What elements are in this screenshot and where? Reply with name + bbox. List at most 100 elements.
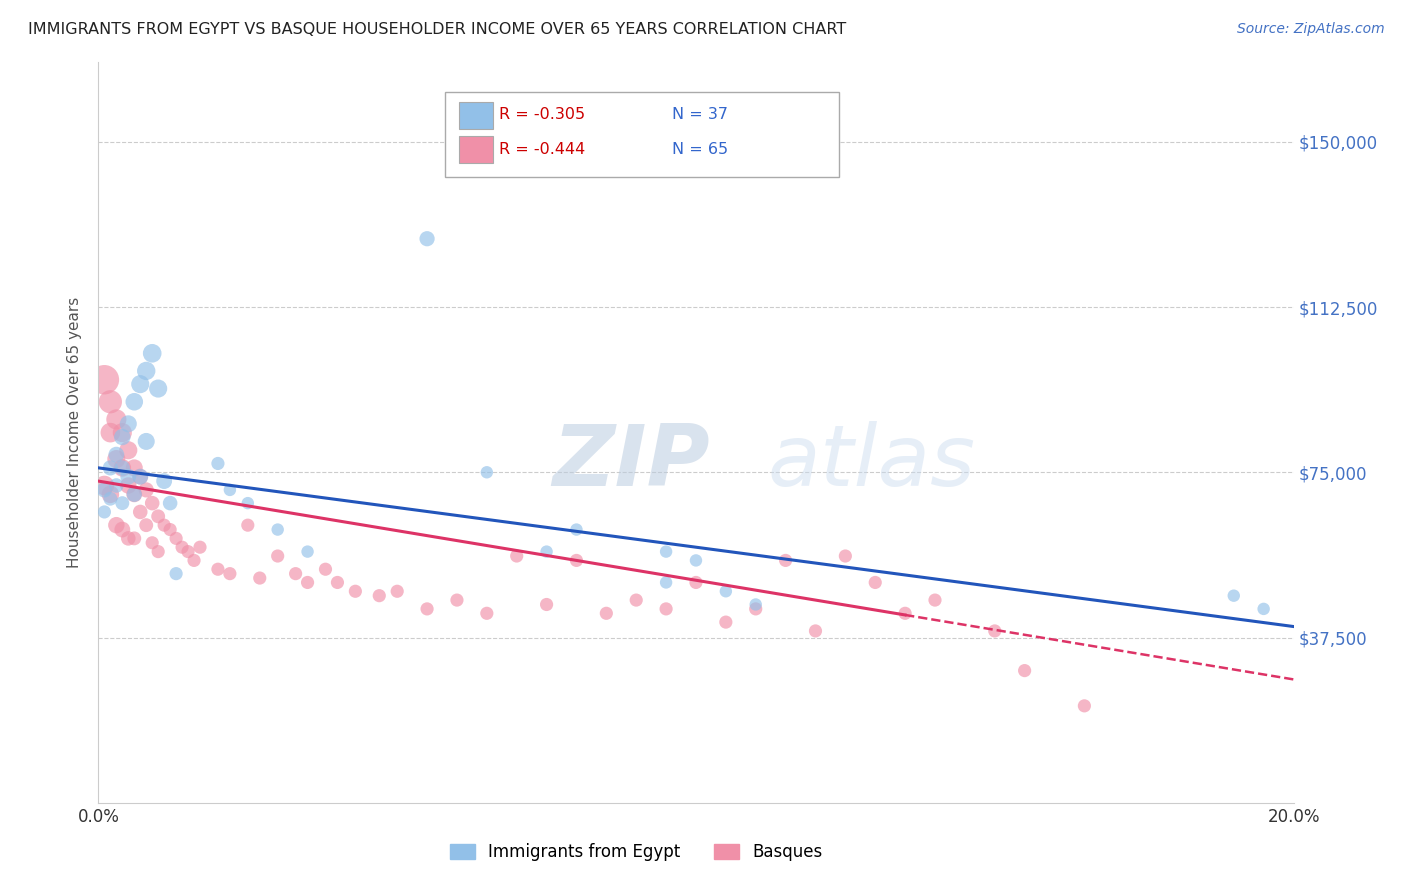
Point	[153, 474, 176, 488]
Point	[111, 425, 134, 440]
Point	[148, 382, 170, 396]
Point	[344, 584, 367, 599]
Point	[894, 607, 917, 621]
Point	[236, 518, 259, 533]
Point	[98, 425, 122, 440]
Point	[565, 523, 588, 537]
Point	[207, 457, 229, 471]
Point	[111, 461, 134, 475]
Point	[141, 536, 163, 550]
Point	[111, 461, 134, 475]
FancyBboxPatch shape	[460, 103, 494, 129]
Point	[165, 566, 187, 581]
Point	[655, 544, 678, 558]
Point	[135, 483, 157, 497]
Point	[207, 562, 229, 576]
Text: IMMIGRANTS FROM EGYPT VS BASQUE HOUSEHOLDER INCOME OVER 65 YEARS CORRELATION CHA: IMMIGRANTS FROM EGYPT VS BASQUE HOUSEHOL…	[28, 22, 846, 37]
Point	[446, 593, 468, 607]
Point	[595, 607, 617, 621]
Point	[834, 549, 856, 563]
Point	[129, 469, 152, 483]
Point	[315, 562, 337, 576]
Point	[105, 448, 128, 462]
Point	[105, 452, 128, 467]
Point	[177, 544, 200, 558]
Point	[117, 443, 139, 458]
Point	[984, 624, 1007, 638]
Text: ZIP: ZIP	[553, 421, 710, 504]
Point	[685, 553, 707, 567]
Point	[98, 487, 122, 501]
Point	[267, 549, 290, 563]
Point	[475, 465, 498, 479]
Point	[506, 549, 529, 563]
Point	[655, 602, 678, 616]
Point	[129, 469, 152, 483]
Point	[98, 461, 122, 475]
Point	[93, 373, 115, 387]
Point	[804, 624, 827, 638]
Point	[297, 544, 319, 558]
Point	[159, 496, 181, 510]
Point	[165, 532, 187, 546]
Point	[148, 509, 170, 524]
Point	[475, 607, 498, 621]
Point	[111, 523, 134, 537]
Point	[326, 575, 349, 590]
Point	[93, 478, 115, 492]
Point	[745, 602, 768, 616]
Point	[284, 566, 307, 581]
Point	[111, 430, 134, 444]
Point	[153, 518, 176, 533]
Point	[536, 598, 558, 612]
Point	[98, 394, 122, 409]
Point	[105, 412, 128, 426]
Point	[141, 346, 163, 360]
Text: N = 65: N = 65	[672, 142, 728, 157]
Point	[626, 593, 648, 607]
Point	[98, 491, 122, 506]
Point	[93, 483, 115, 497]
Point	[135, 434, 157, 449]
Text: Source: ZipAtlas.com: Source: ZipAtlas.com	[1237, 22, 1385, 37]
Point	[159, 523, 181, 537]
Point	[416, 232, 439, 246]
Point	[219, 483, 242, 497]
Point	[655, 575, 678, 590]
Point	[188, 540, 211, 554]
Point	[267, 523, 290, 537]
Point	[172, 540, 194, 554]
Point	[775, 553, 797, 567]
Point	[249, 571, 271, 585]
FancyBboxPatch shape	[446, 92, 839, 178]
Point	[385, 584, 409, 599]
Text: R = -0.305: R = -0.305	[499, 107, 585, 122]
Point	[1073, 698, 1095, 713]
Point	[536, 544, 558, 558]
Point	[124, 532, 146, 546]
Text: R = -0.444: R = -0.444	[499, 142, 585, 157]
Point	[117, 532, 139, 546]
Point	[685, 575, 707, 590]
Point	[124, 394, 146, 409]
Point	[129, 377, 152, 392]
Text: N = 37: N = 37	[672, 107, 728, 122]
Point	[924, 593, 946, 607]
Point	[745, 598, 768, 612]
Point	[117, 469, 139, 483]
Point	[111, 496, 134, 510]
Point	[714, 584, 737, 599]
Legend: Immigrants from Egypt, Basques: Immigrants from Egypt, Basques	[450, 843, 823, 861]
Point	[236, 496, 259, 510]
Point	[129, 505, 152, 519]
Point	[117, 478, 139, 492]
Point	[93, 505, 115, 519]
Point	[124, 487, 146, 501]
Point	[416, 602, 439, 616]
Point	[135, 518, 157, 533]
Point	[105, 478, 128, 492]
Point	[141, 496, 163, 510]
Point	[183, 553, 205, 567]
Point	[1223, 589, 1246, 603]
Point	[865, 575, 887, 590]
